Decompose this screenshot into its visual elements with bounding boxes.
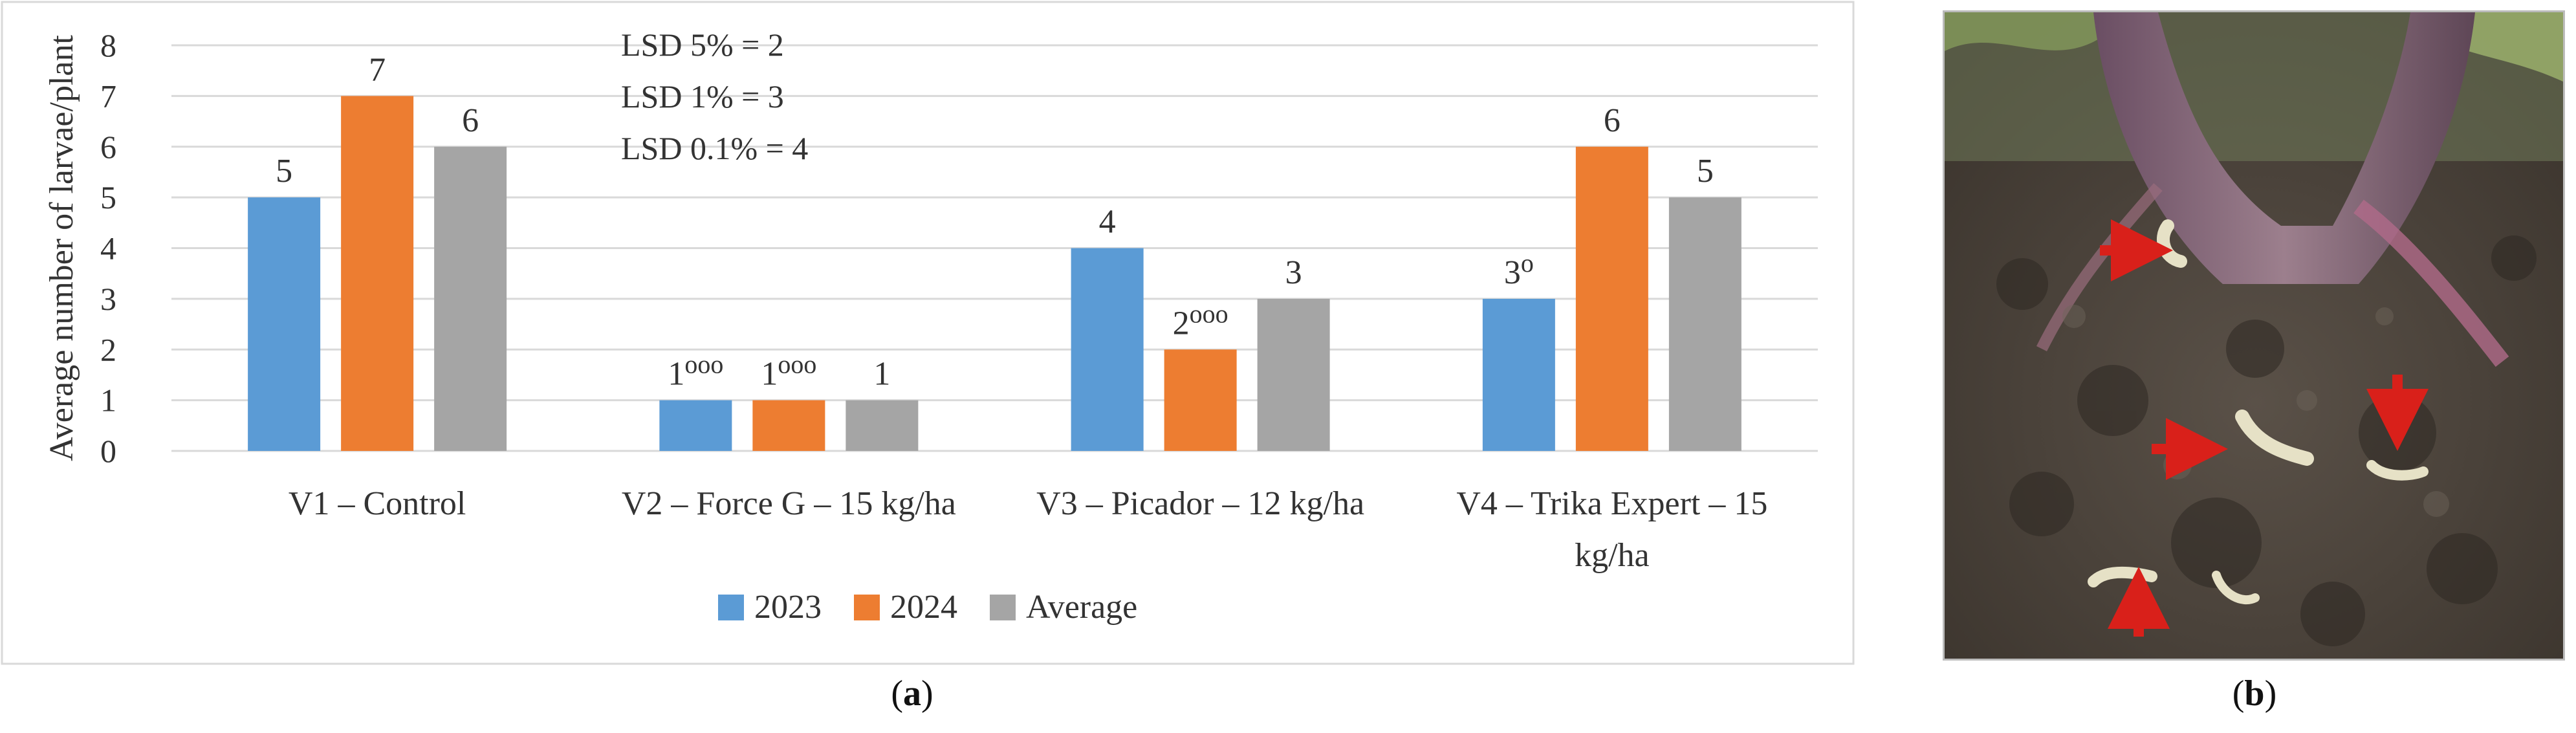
red-arrows [2100, 219, 2429, 637]
photo-panel [1943, 10, 2565, 661]
y-tick-label: 2 [100, 331, 116, 367]
bar [434, 146, 507, 451]
data-label: 1ooo [668, 350, 723, 393]
y-tick-label: 7 [100, 78, 116, 114]
bar [1164, 349, 1237, 451]
y-tick-label: 6 [100, 129, 116, 165]
bar [1668, 197, 1741, 451]
lsd-annotation: LSD 5% = 2 [621, 27, 784, 63]
y-tick-label: 4 [100, 230, 116, 267]
bar [341, 96, 414, 451]
legend-label: 2023 [754, 589, 822, 626]
bar [1257, 298, 1330, 451]
category-label: V4 – Trika Expert – 15 [1456, 485, 1767, 522]
legend-label: 2024 [890, 589, 957, 626]
bar-chart: 0 1 2 3 4 5 6 7 8 Average number of larvae/plant 5… [1, 1, 1855, 665]
data-label: 7 [369, 51, 386, 88]
soil-texture [1996, 235, 2537, 646]
data-label: 6 [1604, 102, 1621, 139]
category-label: V2 – Force G – 15 kg/ha [622, 485, 956, 522]
data-label: 1ooo [761, 350, 816, 393]
bar [752, 400, 825, 451]
data-label: 6 [462, 102, 479, 139]
data-label: 2ooo [1173, 299, 1228, 342]
photo-larvae-in-soil-icon [1945, 12, 2563, 659]
bar [1575, 146, 1648, 451]
data-label: 5 [276, 153, 292, 190]
data-label: 5 [1697, 153, 1714, 190]
legend-swatch [854, 595, 880, 620]
data-label: 4 [1099, 204, 1116, 241]
legend-label: Average [1026, 589, 1137, 626]
caption-a: (a) [891, 673, 933, 714]
y-axis-label: Average number of larvae/plant [43, 35, 80, 461]
y-tick-label: 8 [100, 27, 116, 63]
legend-swatch [990, 595, 1016, 620]
data-label: 1 [873, 356, 890, 393]
category-label: kg/ha [1575, 537, 1650, 574]
y-tick-label: 0 [100, 433, 116, 469]
category-label: V3 – Picador – 12 kg/ha [1036, 485, 1364, 522]
bar [1482, 298, 1555, 451]
bar [659, 400, 732, 451]
y-tick-label: 1 [100, 382, 116, 419]
caption-b: (b) [2232, 673, 2277, 714]
bar [248, 197, 321, 451]
caption-b-letter: b [2244, 673, 2265, 714]
y-tick-label: 5 [100, 179, 116, 215]
y-tick-label: 3 [100, 281, 116, 317]
lsd-annotation: LSD 1% = 3 [621, 78, 784, 115]
bar [1071, 248, 1144, 451]
legend-swatch [718, 595, 744, 620]
caption-a-letter: a [903, 673, 921, 714]
chart-panel: 0 1 2 3 4 5 6 7 8 Average number of larvae/plant 5… [1, 1, 1855, 665]
data-label: 3o [1504, 248, 1534, 291]
bar [846, 400, 919, 451]
data-label: 3 [1285, 254, 1302, 291]
category-label: V1 – Control [289, 485, 466, 522]
lsd-annotation: LSD 0.1% = 4 [621, 130, 808, 166]
